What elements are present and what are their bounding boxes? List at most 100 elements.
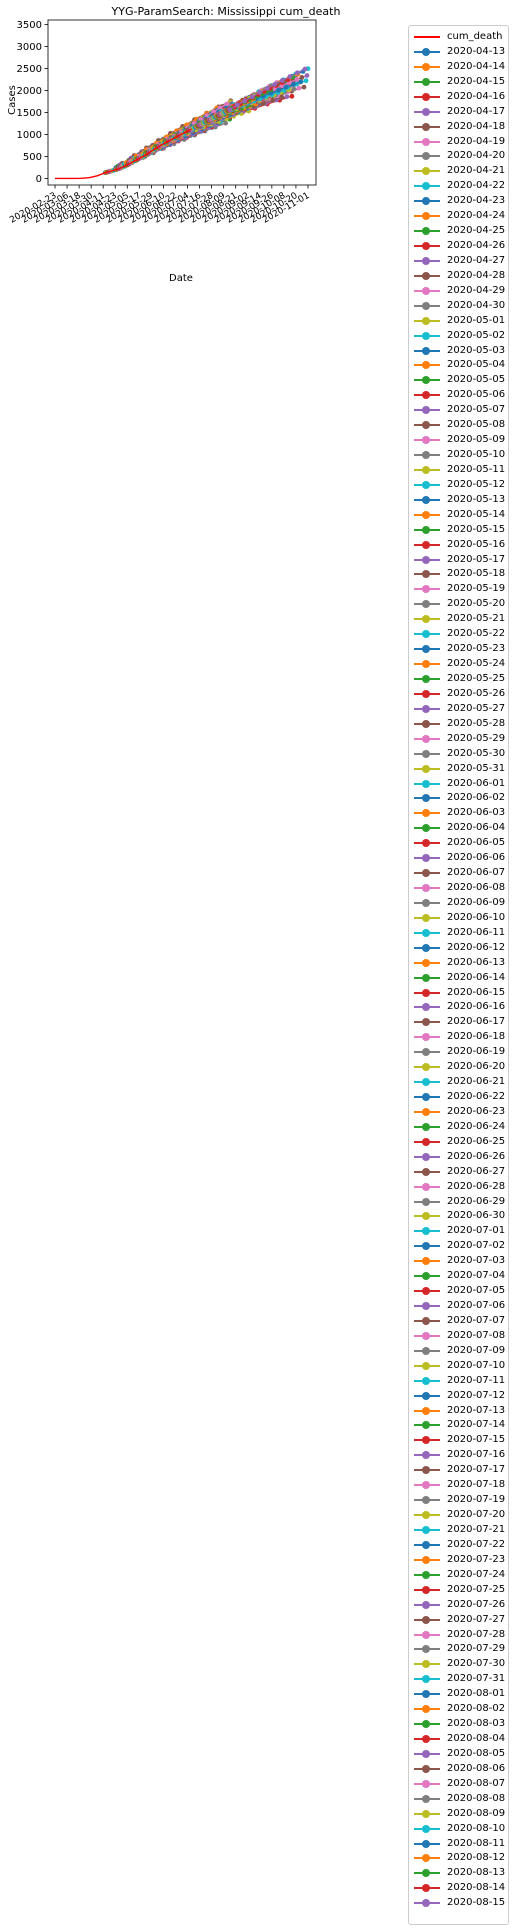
legend-marker <box>422 1377 430 1385</box>
legend-label: 2020-05-01 <box>447 314 505 328</box>
legend-item: 2020-05-31 <box>409 762 508 778</box>
legend-item: 2020-04-19 <box>409 135 508 151</box>
legend-marker <box>422 451 430 459</box>
legend-item: 2020-05-09 <box>409 433 508 449</box>
legend-item: 2020-06-13 <box>409 956 508 972</box>
legend-label: 2020-04-17 <box>447 105 505 119</box>
legend-item: 2020-04-22 <box>409 179 508 195</box>
legend-item: 2020-07-12 <box>409 1389 508 1405</box>
legend-item: 2020-06-26 <box>409 1150 508 1166</box>
legend-marker <box>422 690 430 698</box>
legend-item: 2020-07-03 <box>409 1254 508 1270</box>
legend-marker <box>422 1093 430 1101</box>
legend-label: 2020-05-22 <box>447 627 505 641</box>
legend-marker <box>422 332 430 340</box>
legend-label: 2020-07-24 <box>447 1568 505 1582</box>
legend-label: 2020-06-14 <box>447 971 505 985</box>
forecast-point <box>280 78 285 83</box>
legend-label: 2020-08-11 <box>447 1837 505 1851</box>
legend-label: 2020-06-21 <box>447 1075 505 1089</box>
legend-label: 2020-07-20 <box>447 1508 505 1522</box>
legend-label: 2020-05-18 <box>447 567 505 581</box>
legend-item: 2020-06-25 <box>409 1135 508 1151</box>
legend-marker <box>422 152 430 160</box>
legend-item: 2020-07-10 <box>409 1359 508 1375</box>
legend-item: 2020-04-28 <box>409 269 508 285</box>
legend-item: 2020-05-13 <box>409 493 508 509</box>
legend-item: 2020-05-04 <box>409 358 508 374</box>
legend-item: 2020-07-18 <box>409 1478 508 1494</box>
legend-label: 2020-07-04 <box>447 1269 505 1283</box>
forecast-point <box>288 74 293 79</box>
legend-label: 2020-05-28 <box>447 717 505 731</box>
legend-marker <box>422 1212 430 1220</box>
legend-marker <box>422 570 430 578</box>
legend-item: 2020-05-27 <box>409 702 508 718</box>
legend-item: 2020-04-20 <box>409 149 508 165</box>
legend-marker <box>422 406 430 414</box>
forecast-point <box>297 86 302 91</box>
legend-marker <box>422 1153 430 1161</box>
legend-item: 2020-08-10 <box>409 1822 508 1838</box>
legend-item: 2020-05-12 <box>409 478 508 494</box>
y-tick-label: 1500 <box>17 108 42 119</box>
legend-item: 2020-06-11 <box>409 926 508 942</box>
legend-marker <box>422 123 430 131</box>
legend-item: 2020-07-08 <box>409 1329 508 1345</box>
legend-marker <box>422 780 430 788</box>
legend-marker <box>422 1332 430 1340</box>
legend-marker <box>422 376 430 384</box>
legend-label: 2020-08-08 <box>447 1792 505 1806</box>
legend-item: 2020-07-25 <box>409 1583 508 1599</box>
legend-marker <box>422 1556 430 1564</box>
legend-item: 2020-04-16 <box>409 90 508 106</box>
legend-marker <box>422 1541 430 1549</box>
legend-item: 2020-06-08 <box>409 881 508 897</box>
legend-item: 2020-04-17 <box>409 105 508 121</box>
legend-marker <box>422 585 430 593</box>
legend-label: 2020-07-25 <box>447 1583 505 1597</box>
legend-item: 2020-07-29 <box>409 1642 508 1658</box>
legend-item: 2020-07-22 <box>409 1538 508 1554</box>
legend-marker <box>422 347 430 355</box>
forecast-point <box>284 85 289 90</box>
legend-item: 2020-04-13 <box>409 45 508 61</box>
legend-item: 2020-07-30 <box>409 1657 508 1673</box>
legend-marker <box>422 511 430 519</box>
legend-label: 2020-08-07 <box>447 1777 505 1791</box>
legend-marker <box>422 212 430 220</box>
legend-marker <box>422 869 430 877</box>
legend-label: 2020-05-24 <box>447 657 505 671</box>
legend-label: 2020-06-11 <box>447 926 505 940</box>
legend-label: 2020-05-19 <box>447 582 505 596</box>
legend-marker <box>422 809 430 817</box>
forecast-point <box>270 98 275 103</box>
y-tick-label: 1000 <box>17 130 42 141</box>
legend-label: 2020-04-29 <box>447 284 505 298</box>
legend-marker <box>422 1033 430 1041</box>
legend-marker <box>422 1780 430 1788</box>
legend-label: 2020-05-07 <box>447 403 505 417</box>
legend-item: 2020-07-13 <box>409 1404 508 1420</box>
legend-item: 2020-06-12 <box>409 941 508 957</box>
legend-label: 2020-07-01 <box>447 1224 505 1238</box>
legend-label: 2020-07-26 <box>447 1598 505 1612</box>
legend-marker <box>422 287 430 295</box>
legend-marker <box>422 1765 430 1773</box>
legend-item: 2020-05-05 <box>409 373 508 389</box>
legend-label: 2020-06-17 <box>447 1015 505 1029</box>
legend-item: 2020-06-28 <box>409 1180 508 1196</box>
legend-label: 2020-06-02 <box>447 791 505 805</box>
legend-marker <box>422 675 430 683</box>
legend-item: 2020-05-16 <box>409 538 508 554</box>
legend-label: 2020-04-19 <box>447 135 505 149</box>
legend-label: 2020-07-28 <box>447 1628 505 1642</box>
axis-ticks: 05001000150020002500300035002020-02-2320… <box>8 20 311 226</box>
legend-marker <box>422 600 430 608</box>
legend-marker <box>422 1317 430 1325</box>
legend-label: 2020-06-26 <box>447 1150 505 1164</box>
legend-marker <box>422 1392 430 1400</box>
legend-item: 2020-07-04 <box>409 1269 508 1285</box>
legend-marker <box>422 1481 430 1489</box>
legend-label: 2020-04-18 <box>447 120 505 134</box>
